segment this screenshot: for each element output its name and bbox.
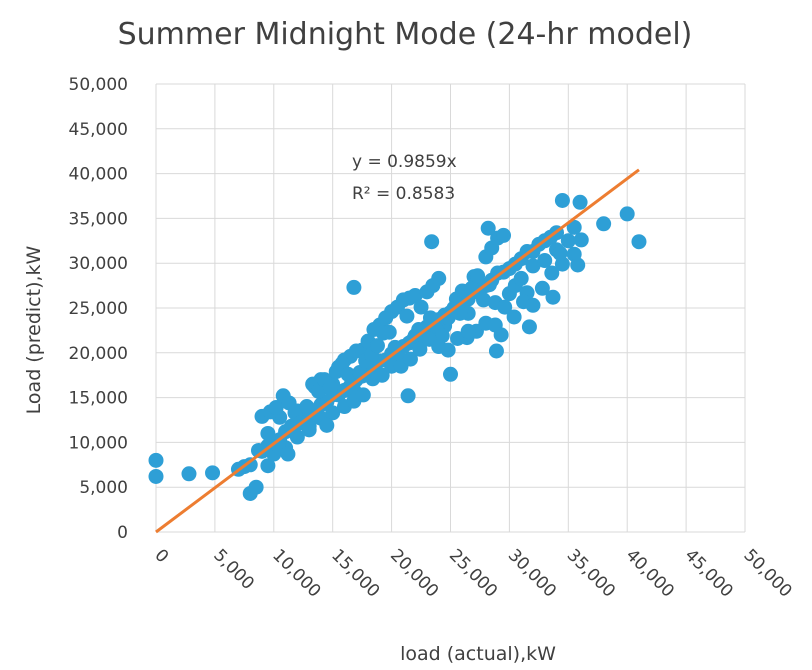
data-point <box>374 367 390 383</box>
trendline <box>155 168 640 534</box>
data-point <box>346 279 362 295</box>
data-point <box>181 466 197 482</box>
data-point <box>497 299 513 315</box>
y-tick-label: 25,000 <box>69 299 128 319</box>
x-tick-label: 45,000 <box>681 545 737 601</box>
chart-title: Summer Midnight Mode (24-hr model) <box>118 17 693 52</box>
data-point <box>525 297 541 313</box>
data-point <box>470 268 486 284</box>
data-point <box>493 327 509 343</box>
data-point <box>560 233 576 249</box>
data-point <box>242 457 258 473</box>
x-tick-label: 30,000 <box>504 545 560 601</box>
y-tick-label: 45,000 <box>69 120 128 140</box>
y-tick-label: 35,000 <box>69 209 128 229</box>
trendline-r-squared: R² = 0.8583 <box>352 184 455 204</box>
x-tick-label: 25,000 <box>445 545 501 601</box>
data-point <box>400 388 416 404</box>
data-point <box>570 257 586 273</box>
data-point <box>525 258 541 274</box>
data-point <box>402 351 418 367</box>
y-tick-label: 0 <box>117 523 128 543</box>
data-point <box>268 399 284 415</box>
data-point <box>322 380 338 396</box>
data-point <box>534 280 550 296</box>
data-point <box>355 387 371 403</box>
data-point <box>537 253 553 269</box>
x-tick-label: 0 <box>150 545 172 567</box>
y-tick-label: 30,000 <box>69 254 128 274</box>
data-point <box>513 270 529 286</box>
x-axis-tick-labels: 0 5,000 10,000 15,000 20,000 25,000 30,000 35,0… <box>150 545 795 601</box>
data-point <box>413 299 429 315</box>
data-point <box>573 232 589 248</box>
y-axis-tick-labels: 0 5,000 10,000 15,000 20,000 25,000 30,000 35,0… <box>69 75 128 543</box>
data-point <box>521 319 537 335</box>
data-point <box>544 265 560 281</box>
data-point <box>340 366 356 382</box>
y-tick-label: 10,000 <box>69 433 128 453</box>
data-point <box>369 338 385 354</box>
x-tick-label: 40,000 <box>622 545 678 601</box>
x-tick-label: 5,000 <box>209 545 258 594</box>
data-point <box>506 309 522 325</box>
x-tick-label: 35,000 <box>563 545 619 601</box>
trendline-equation: y = 0.9859x <box>352 152 457 172</box>
y-tick-label: 5,000 <box>79 478 128 498</box>
data-point <box>205 465 221 481</box>
data-point <box>554 192 570 208</box>
y-tick-label: 40,000 <box>69 165 128 185</box>
data-point <box>424 234 440 250</box>
x-axis-title: load (actual),kW <box>400 643 556 665</box>
data-point <box>480 220 496 236</box>
y-tick-label: 15,000 <box>69 389 128 409</box>
data-point <box>280 446 296 462</box>
x-tick-label: 10,000 <box>268 545 324 601</box>
data-point <box>452 305 468 321</box>
data-point <box>572 194 588 210</box>
data-point <box>311 383 327 399</box>
data-point <box>631 234 647 250</box>
data-points <box>148 192 647 501</box>
data-point <box>148 452 164 468</box>
data-point <box>545 289 561 305</box>
data-point <box>440 342 456 358</box>
data-point <box>325 405 341 421</box>
y-tick-label: 50,000 <box>69 75 128 95</box>
data-point <box>399 308 415 324</box>
data-point <box>596 216 612 232</box>
y-tick-label: 20,000 <box>69 344 128 364</box>
data-point <box>619 206 635 222</box>
data-point <box>148 468 164 484</box>
data-point <box>566 219 582 235</box>
x-tick-label: 50,000 <box>739 545 795 601</box>
data-point <box>301 418 317 434</box>
data-point <box>475 292 491 308</box>
data-point <box>407 287 423 303</box>
data-point <box>431 270 447 286</box>
data-point <box>460 323 476 339</box>
x-tick-label: 20,000 <box>386 545 442 601</box>
data-point <box>381 324 397 340</box>
y-axis-title: Load (predict),kW <box>23 245 45 414</box>
data-point <box>496 227 512 243</box>
data-point <box>488 343 504 359</box>
data-point <box>250 442 266 458</box>
data-point <box>289 429 305 445</box>
data-point <box>443 366 458 382</box>
data-point <box>248 479 264 495</box>
x-tick-label: 15,000 <box>327 545 383 601</box>
data-point <box>412 341 428 357</box>
data-point <box>552 245 568 261</box>
data-point <box>319 417 335 433</box>
data-point <box>260 458 276 474</box>
data-point <box>299 399 315 415</box>
